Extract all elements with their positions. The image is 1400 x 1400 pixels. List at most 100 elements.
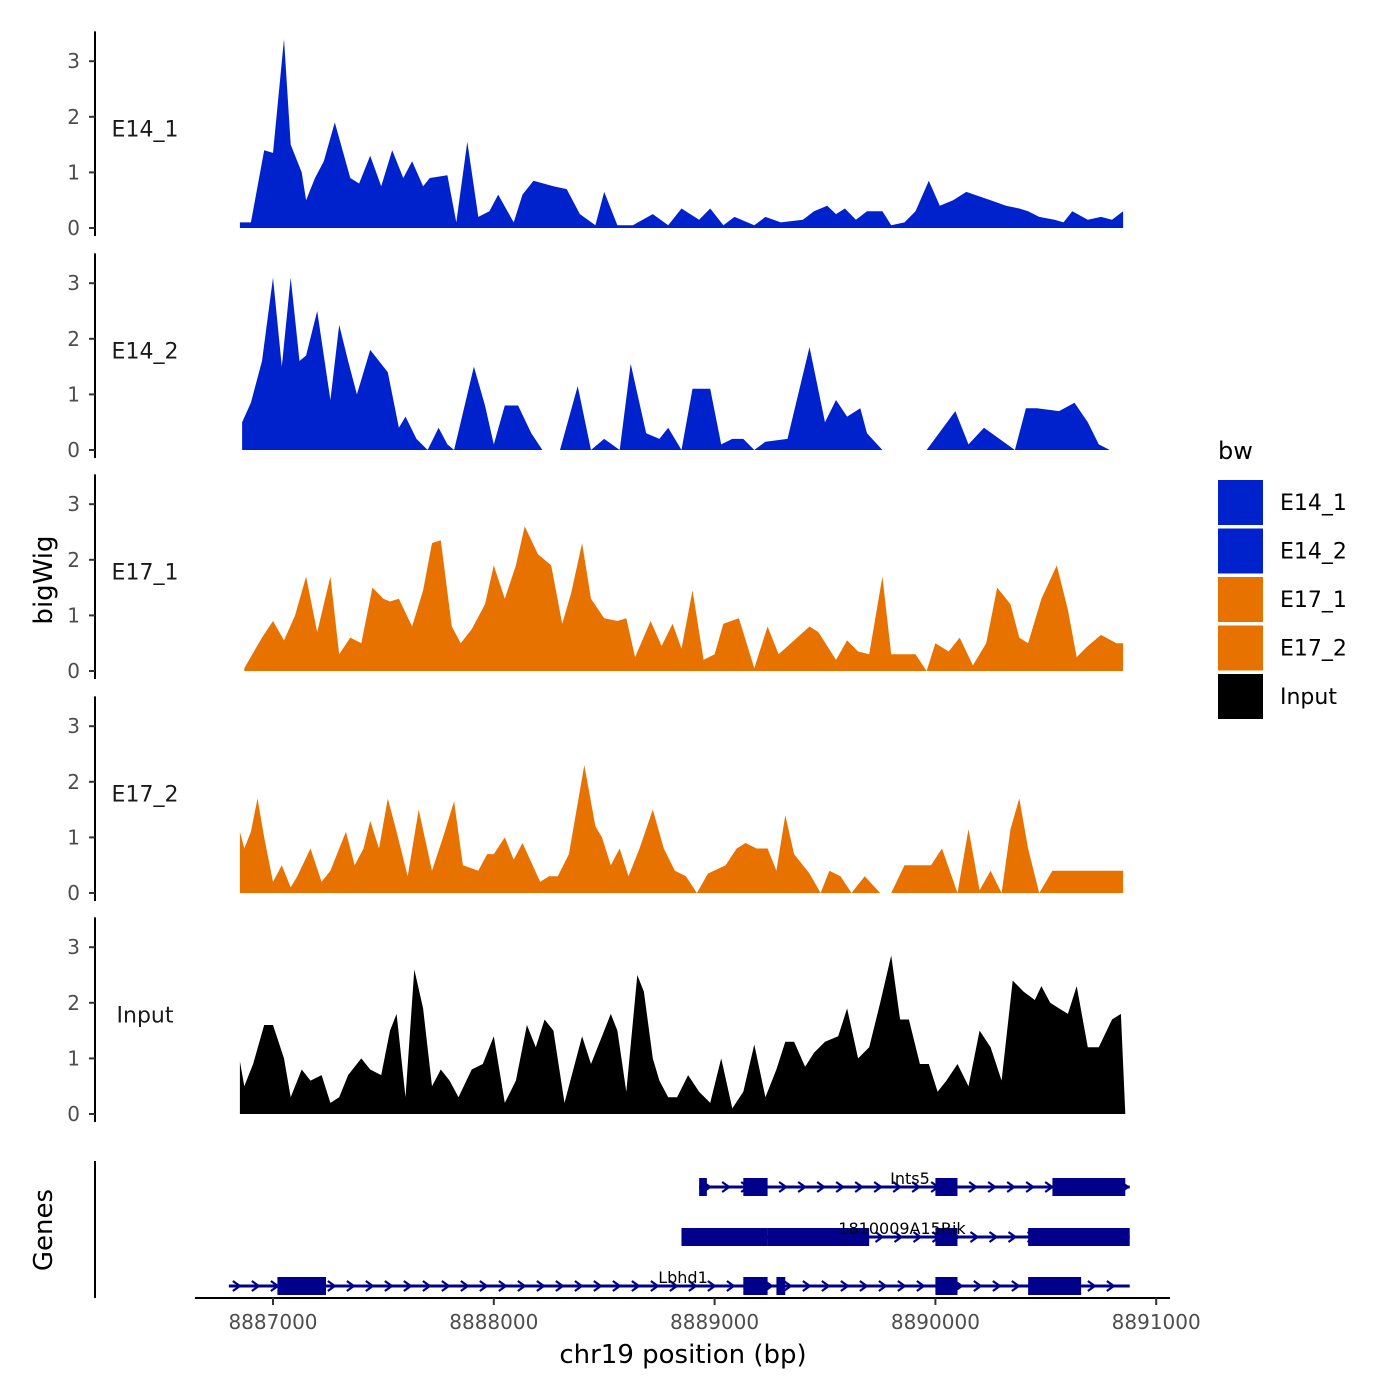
legend-label: Input xyxy=(1280,685,1337,710)
strand-arrow xyxy=(854,1181,865,1193)
strand-arrow xyxy=(840,1280,850,1292)
strand-arrow xyxy=(835,1181,846,1193)
signal-area-e14_1 xyxy=(239,39,1124,228)
y-axis-title: bigWig xyxy=(29,535,59,624)
strand-arrow xyxy=(912,1231,923,1243)
y-tick-label: 2 xyxy=(67,105,80,129)
legend-key-e17_1 xyxy=(1218,577,1263,622)
strand-arrow xyxy=(593,1280,603,1292)
legend-key-e17_2 xyxy=(1218,625,1263,671)
strand-arrow xyxy=(726,1280,736,1292)
strand-arrow xyxy=(346,1280,356,1292)
strand-arrow xyxy=(968,1181,979,1193)
panel-label: E14_2 xyxy=(112,339,179,364)
x-tick-label: 8891000 xyxy=(1112,1310,1201,1334)
strand-arrow xyxy=(778,1181,789,1193)
strand-arrow xyxy=(816,1181,827,1193)
signal-area-input xyxy=(239,955,1126,1114)
y-tick-label: 2 xyxy=(67,548,80,572)
strand-arrow xyxy=(1006,1181,1017,1193)
track-panel-e17_1: 0 1 2 3 E17_1 xyxy=(67,474,1124,683)
strand-arrow xyxy=(612,1280,622,1292)
panel-label: E14_1 xyxy=(112,117,179,142)
gene-lbhd1: Lbhd1 xyxy=(228,1268,1130,1295)
legend-key-e14_1 xyxy=(1218,480,1263,525)
strand-arrow xyxy=(892,1181,903,1193)
strand-arrow xyxy=(873,1181,884,1193)
strand-arrow xyxy=(1011,1280,1021,1292)
x-tick-label: 8889000 xyxy=(670,1310,759,1334)
y-tick-label: 3 xyxy=(67,492,80,516)
gene-exon xyxy=(681,1228,768,1246)
gene-1810009a15rik: 1810009A15Rik xyxy=(681,1219,1130,1246)
gene-label: Lbhd1 xyxy=(658,1268,708,1287)
strand-arrow xyxy=(384,1280,394,1292)
gene-exon xyxy=(935,1277,958,1295)
y-tick-label: 2 xyxy=(67,770,80,794)
strand-arrow xyxy=(878,1280,888,1292)
strand-arrow xyxy=(498,1280,508,1292)
strand-arrow xyxy=(251,1280,261,1292)
strand-arrow xyxy=(969,1231,980,1243)
legend: bw E14_1 E14_2 E17_1 E17_2 Input xyxy=(1218,437,1347,719)
y-tick-label: 1 xyxy=(67,603,80,627)
strand-arrow xyxy=(460,1280,470,1292)
strand-arrow xyxy=(821,1280,831,1292)
strand-arrow xyxy=(1025,1181,1036,1193)
strand-arrow xyxy=(802,1280,812,1292)
strand-arrow xyxy=(859,1280,869,1292)
strand-arrow xyxy=(555,1280,565,1292)
signal-area-e17_2 xyxy=(239,765,1124,893)
strand-arrow xyxy=(916,1280,926,1292)
track-panel-e14_1: 0 1 2 3 E14_1 xyxy=(67,31,1124,240)
y-tick-label: 3 xyxy=(67,935,80,959)
panel-label: E17_2 xyxy=(112,782,179,807)
strand-arrow xyxy=(988,1231,999,1243)
strand-arrow xyxy=(797,1181,808,1193)
y-tick-label: 2 xyxy=(67,327,80,351)
strand-arrow xyxy=(1106,1280,1116,1292)
strand-arrow xyxy=(232,1280,242,1292)
x-tick-label: 8890000 xyxy=(891,1310,980,1334)
strand-arrow xyxy=(992,1280,1002,1292)
gene-label: 1810009A15Rik xyxy=(838,1219,966,1238)
gene-exon xyxy=(743,1178,768,1196)
gene-exon xyxy=(699,1178,707,1196)
x-tick-label: 8887000 xyxy=(228,1310,317,1334)
panel-label: Input xyxy=(117,1003,174,1028)
strand-arrow xyxy=(688,1280,698,1292)
y-tick-label: 3 xyxy=(67,271,80,295)
y-tick-label: 1 xyxy=(67,160,80,184)
y-tick-label: 0 xyxy=(67,881,80,905)
track-panel-e14_2: 0 1 2 3 E14_2 xyxy=(67,253,1124,462)
gene-exon xyxy=(1052,1178,1126,1196)
gene-exon xyxy=(935,1178,958,1196)
legend-label: E17_1 xyxy=(1280,588,1347,613)
gene-exon xyxy=(743,1277,768,1295)
strand-arrow xyxy=(422,1280,432,1292)
y-tick-label: 3 xyxy=(67,49,80,73)
strand-arrow xyxy=(874,1231,885,1243)
track-panel-e17_2: 0 1 2 3 E17_2 xyxy=(67,696,1124,905)
strand-arrow xyxy=(1044,1181,1055,1193)
y-tick-label: 0 xyxy=(67,659,80,683)
strand-arrow xyxy=(1087,1280,1097,1292)
track-panels: 0 1 2 3 E14_1 0 1 2 3 E14_2 0 1 2 3 E17_1 0 1 2 3 E17_2 0 1 2 3… xyxy=(67,31,1126,1126)
strand-arrow xyxy=(479,1280,489,1292)
strand-arrow xyxy=(783,1280,793,1292)
y-tick-label: 3 xyxy=(67,714,80,738)
gene-exon xyxy=(1028,1277,1082,1295)
gene-exon xyxy=(776,1277,786,1295)
strand-arrow xyxy=(987,1181,998,1193)
legend-label: E14_2 xyxy=(1280,540,1347,565)
legend-title: bw xyxy=(1218,437,1253,465)
y-tick-label: 1 xyxy=(67,1046,80,1070)
x-axis-title: chr19 position (bp) xyxy=(559,1340,806,1370)
y-tick-label: 1 xyxy=(67,825,80,849)
gene-exon xyxy=(1028,1228,1130,1246)
legend-label: E14_1 xyxy=(1280,491,1347,516)
strand-arrow xyxy=(327,1280,337,1292)
track-panel-input: 0 1 2 3 Input xyxy=(67,917,1126,1126)
panel-label: E17_1 xyxy=(112,560,179,585)
